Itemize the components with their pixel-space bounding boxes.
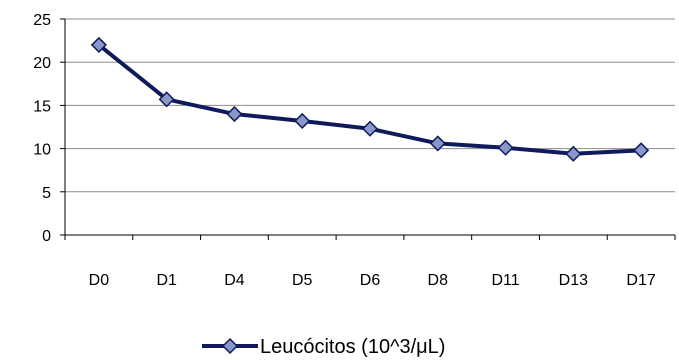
axes [60,18,676,240]
y-tick-label-25: 25 [33,12,51,29]
data-point-D11 [497,139,514,156]
y-tick-label-5: 5 [42,185,51,202]
y-tick-label-15: 15 [33,98,51,115]
y-tick-label-0: 0 [42,228,51,245]
data-point-D6 [361,120,379,137]
x-tick-label-D11: D11 [491,272,519,289]
y-tick-labels: 0 5 10 15 20 25 [33,12,51,245]
x-tick-label-D13: D13 [559,272,588,289]
data-point-D4 [226,105,243,123]
legend: Leucócitos (10^3/μL) [202,336,445,358]
y-tick-label-10: 10 [33,142,51,159]
data-point-D5 [294,112,311,130]
x-tick-label-D5: D5 [292,272,313,289]
x-tick-label-D17: D17 [626,272,655,289]
data-point-D0 [90,36,107,53]
series-line-0 [96,42,644,156]
gridlines [65,18,675,193]
x-tick-label-D4: D4 [224,272,245,289]
x-tick-label-D1: D1 [156,272,177,289]
data-point-D8 [429,135,446,152]
legend-marker [221,337,239,355]
x-tick-labels: D0 D1 D4 D5 D6 D8 D11 D13 D17 [89,272,656,289]
data-point-D1 [158,91,175,108]
y-tick-label-20: 20 [33,55,51,72]
legend-label: Leucócitos (10^3/μL) [260,336,445,358]
x-tick-label-D0: D0 [89,272,110,289]
series-group [90,36,650,162]
data-point-D17 [633,142,650,159]
x-tick-label-D8: D8 [428,272,449,289]
x-tick-label-D6: D6 [360,272,381,289]
data-point-D13 [565,145,582,162]
